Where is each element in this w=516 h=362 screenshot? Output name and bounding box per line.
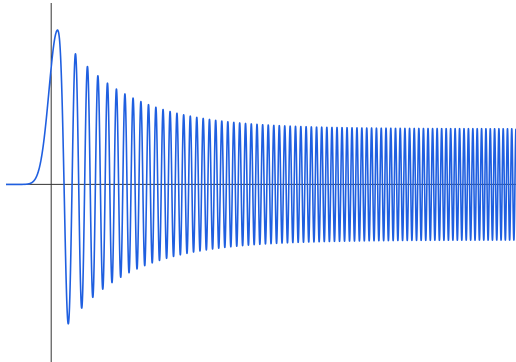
series-line-1: [5, 29, 516, 325]
series-layer: [5, 29, 516, 325]
